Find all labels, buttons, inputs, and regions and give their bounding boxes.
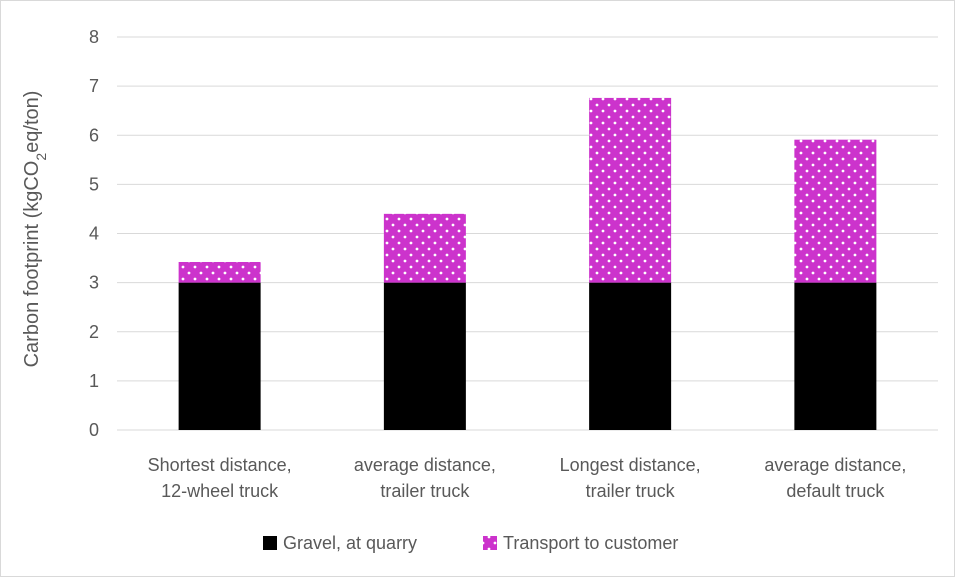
bar-transport-3 [589,97,672,283]
x-axis-labels: Shortest distance, 12-wheel truck average … [148,455,907,501]
x-category-label: average distance, [354,455,496,475]
y-tick-label: 3 [89,273,99,293]
bar-gravel-3 [589,282,672,430]
legend: Gravel, at quarry Transport to customer [263,533,678,553]
y-tick-label: 4 [89,224,99,244]
x-category-label: trailer truck [380,481,470,501]
y-tick-label: 7 [89,76,99,96]
legend-swatch-gravel [263,536,277,550]
x-category-label: Longest distance, [560,455,701,475]
bar-gravel-2 [383,282,466,430]
bar-transport-4 [794,139,877,283]
y-tick-label: 8 [89,27,99,47]
y-tick-label: 5 [89,174,99,194]
y-tick-label: 2 [89,322,99,342]
y-tick-label: 1 [89,371,99,391]
bar-transport-2 [383,213,466,283]
y-axis-ticks: 0 1 2 3 4 5 6 7 8 [89,27,99,440]
legend-label-transport: Transport to customer [503,533,678,553]
x-category-label: average distance, [764,455,906,475]
legend-label-gravel: Gravel, at quarry [283,533,417,553]
bar-transport-1 [178,261,261,283]
y-tick-label: 0 [89,420,99,440]
x-category-label: 12-wheel truck [161,481,279,501]
bar-gravel-1 [178,282,261,430]
bar-gravel-4 [794,282,877,430]
y-axis-title: Carbon footprint (kgCO2eq/ton) [21,91,49,368]
x-category-label: default truck [786,481,885,501]
x-category-label: Shortest distance, [148,455,292,475]
bars [178,97,877,430]
legend-swatch-transport [483,536,497,550]
y-tick-label: 6 [89,125,99,145]
x-category-label: trailer truck [586,481,676,501]
